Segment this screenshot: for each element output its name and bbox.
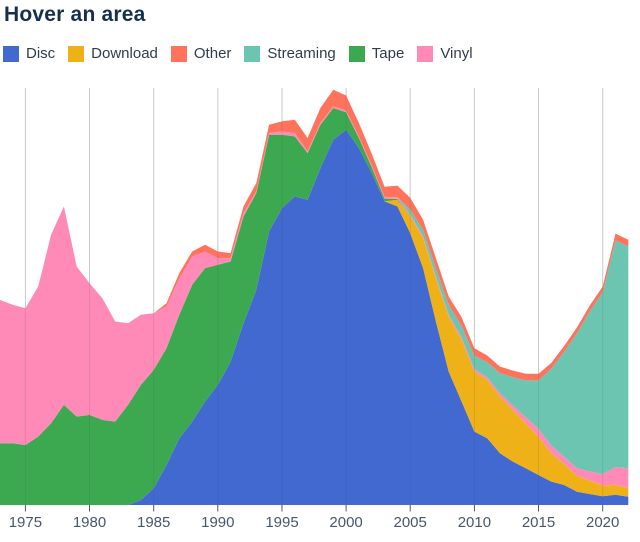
- legend-label: Streaming: [267, 45, 336, 62]
- legend-swatch: [244, 45, 261, 62]
- legend-label: Download: [91, 45, 158, 62]
- legend-label: Tape: [371, 45, 405, 62]
- area-download[interactable]: [0, 129, 629, 505]
- legend-swatch: [417, 45, 434, 62]
- x-tick-label: 1975: [9, 514, 42, 531]
- legend-item: Streaming: [244, 45, 336, 62]
- legend-item: Tape: [348, 45, 405, 62]
- x-tick-label: 2000: [329, 514, 362, 531]
- x-tick-label: 2015: [522, 514, 555, 531]
- legend: Disc Download Other Streaming Tape Vinyl: [3, 45, 473, 62]
- gridlines-overlay: [24, 88, 604, 505]
- stacked-area-chart: 1975 1980 1985 1990 1995 2000 2005 2010 2015 2020: [0, 88, 629, 531]
- x-tick-label: 1995: [265, 514, 298, 531]
- x-tick-label: 1985: [137, 514, 170, 531]
- x-tick-label: 1980: [73, 514, 106, 531]
- page-title: Hover an area: [4, 3, 146, 26]
- area-series-group: [0, 89, 629, 505]
- area-tape[interactable]: [0, 108, 629, 505]
- legend-label: Disc: [26, 45, 56, 62]
- legend-swatch: [170, 45, 187, 62]
- legend-label: Vinyl: [440, 45, 473, 62]
- x-tick-label: 1990: [201, 514, 234, 531]
- legend-item: Other: [170, 45, 232, 62]
- legend-item: Disc: [3, 45, 55, 62]
- x-tick-label: 2005: [394, 514, 427, 531]
- legend-label: Other: [193, 45, 232, 62]
- legend-item: Download: [68, 45, 158, 62]
- legend-item: Vinyl: [417, 45, 473, 62]
- x-axis: 1975 1980 1985 1990 1995 2000 2005 2010 2015 2020: [9, 505, 619, 531]
- legend-swatch: [3, 45, 19, 62]
- legend-swatch: [348, 45, 365, 62]
- x-tick-label: 2020: [586, 514, 619, 531]
- x-tick-label: 2010: [458, 514, 491, 531]
- area-disc[interactable]: [0, 129, 629, 505]
- area-streaming[interactable]: [0, 106, 629, 475]
- legend-swatch: [68, 45, 85, 62]
